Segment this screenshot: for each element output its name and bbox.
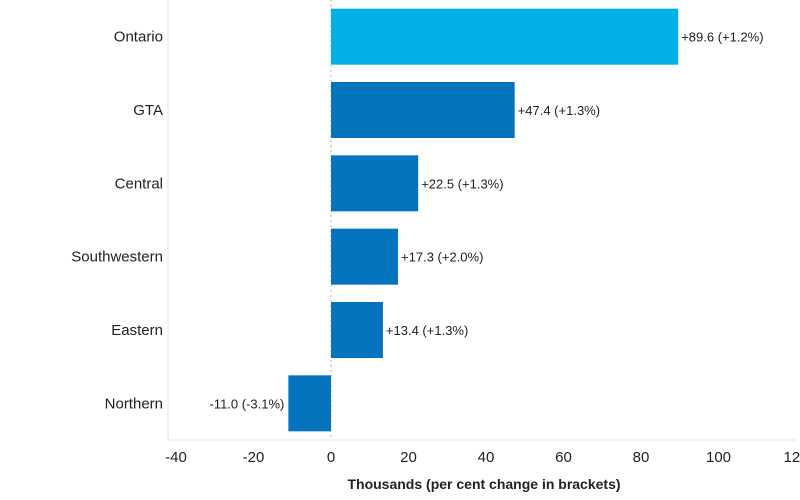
x-axis-title: Thousands (per cent change in brackets) xyxy=(347,476,620,492)
x-tick-label: 0 xyxy=(327,449,335,466)
category-label: Eastern xyxy=(111,322,163,339)
bar-northern xyxy=(288,375,331,432)
x-tick-label: 20 xyxy=(400,449,417,466)
category-label: Central xyxy=(115,175,163,192)
x-tick-label: -20 xyxy=(243,449,265,466)
bar-gta xyxy=(331,82,515,138)
data-label: -11.0 (-3.1%) xyxy=(209,396,284,411)
category-label: Southwestern xyxy=(71,249,163,266)
bar-ontario xyxy=(331,8,679,65)
data-label: +17.3 (+2.0%) xyxy=(401,250,483,265)
x-tick-label: 60 xyxy=(555,449,572,466)
x-tick-label: -40 xyxy=(165,449,187,466)
bar-eastern xyxy=(331,302,383,358)
x-tick-label: 80 xyxy=(633,449,650,466)
bar-southwestern xyxy=(331,228,399,285)
category-label: Northern xyxy=(105,395,163,412)
data-label: +47.4 (+1.3%) xyxy=(518,103,600,118)
x-tick-label: 120 xyxy=(783,449,800,466)
data-label: +22.5 (+1.3%) xyxy=(421,176,503,191)
x-tick-label: 100 xyxy=(706,449,731,466)
category-label: GTA xyxy=(133,102,163,119)
data-label: +89.6 (+1.2%) xyxy=(681,30,763,45)
data-label: +13.4 (+1.3%) xyxy=(386,323,468,338)
bar-central xyxy=(331,155,419,212)
category-label: Ontario xyxy=(114,29,163,46)
x-tick-label: 40 xyxy=(478,449,495,466)
plot-area: Ontario +89.6 (+1.2%) GTA +47.4 (+1.3%) Cent… xyxy=(71,0,800,466)
